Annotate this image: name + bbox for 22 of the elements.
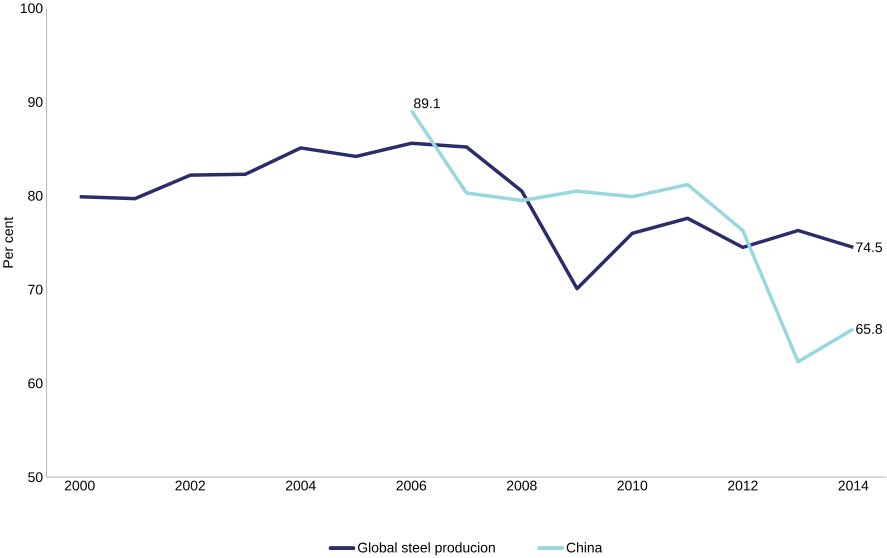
x-tick-label: 2008	[507, 480, 537, 491]
y-tick-label: 50	[28, 472, 43, 482]
legend-label: China	[566, 542, 602, 553]
x-tick-label: 2014	[838, 480, 868, 491]
line-series	[78, 142, 856, 290]
y-tick-label: 90	[28, 97, 43, 108]
legend-label: Global steel producion	[358, 542, 495, 556]
y-axis-title: Per cent	[3, 216, 14, 268]
y-tick-label: 100	[20, 3, 43, 14]
y-tick-label: 80	[28, 190, 43, 201]
y-tick-label: 60	[28, 378, 43, 388]
x-tick-label: 2010	[618, 480, 648, 491]
data-label: 89.1	[414, 98, 440, 108]
x-tick-label: 2006	[396, 480, 426, 491]
y-tick-label: 70	[28, 284, 43, 295]
line-series	[410, 108, 856, 364]
x-tick-label: 2002	[175, 480, 206, 491]
x-tick-label: 2000	[64, 480, 95, 491]
data-label: 65.8	[856, 324, 882, 334]
x-tick-label: 2012	[728, 480, 758, 491]
x-tick-label: 2004	[286, 480, 316, 491]
data-label: 74.5	[856, 242, 882, 252]
